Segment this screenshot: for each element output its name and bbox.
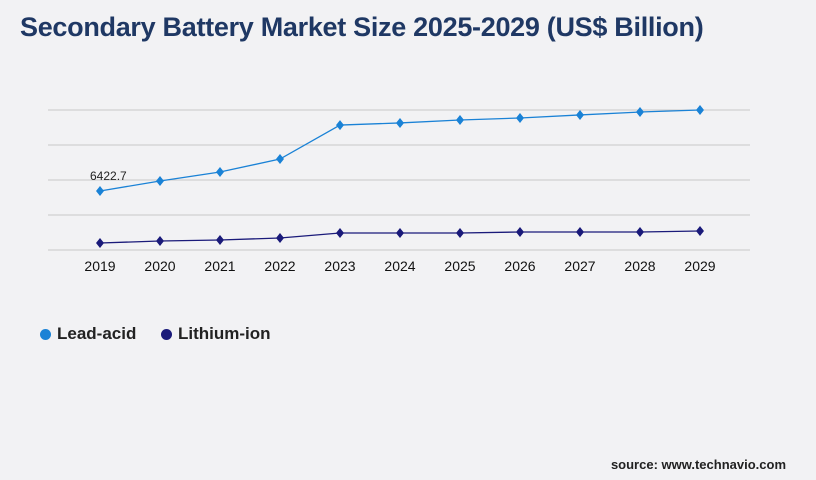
data-point	[336, 120, 344, 131]
x-tick-label: 2023	[324, 258, 355, 274]
x-tick-label: 2026	[504, 258, 535, 274]
legend-marker-icon	[40, 328, 51, 340]
x-tick-label: 2021	[204, 258, 235, 274]
x-tick-label: 2024	[384, 258, 415, 274]
data-point	[696, 225, 704, 236]
legend-item-lithium-ion: Lithium-ion	[161, 324, 271, 344]
x-tick-label: 2027	[564, 258, 595, 274]
x-tick-label: 2020	[144, 258, 175, 274]
x-tick-label: 2028	[624, 258, 655, 274]
data-point	[576, 226, 584, 237]
line-chart: 2019 2020 2021 2022 2023 2024 2025 2026 2027 2028…	[48, 105, 750, 274]
data-point	[336, 228, 344, 239]
data-point	[636, 226, 644, 237]
data-point	[96, 185, 104, 196]
data-point	[216, 234, 224, 245]
data-point	[156, 235, 164, 246]
data-point	[516, 112, 524, 123]
x-tick-label: 2029	[684, 258, 715, 274]
chart-title: Secondary Battery Market Size 2025-2029 …	[20, 12, 704, 42]
data-point	[696, 105, 704, 115]
data-point	[516, 226, 524, 237]
x-tick-label: 2019	[84, 258, 115, 274]
data-point	[456, 228, 464, 239]
data-point	[96, 238, 104, 249]
legend-label: Lead-acid	[57, 324, 137, 343]
data-point	[276, 232, 284, 243]
legend-label: Lithium-ion	[178, 324, 271, 343]
legend-item-lead-acid: Lead-acid	[40, 324, 136, 344]
source-note: source: www.technavio.com	[610, 457, 786, 472]
data-point	[396, 228, 404, 239]
x-tick-label: 2025	[444, 258, 475, 274]
data-point	[456, 115, 464, 126]
data-point	[276, 154, 284, 165]
data-point	[636, 107, 644, 118]
data-point	[216, 167, 224, 178]
x-tick-label: 2022	[264, 258, 295, 274]
data-point	[156, 176, 164, 187]
data-point	[396, 117, 404, 128]
data-label: 6422.7	[90, 169, 127, 183]
legend-marker-icon	[161, 328, 172, 340]
data-point	[576, 109, 584, 120]
